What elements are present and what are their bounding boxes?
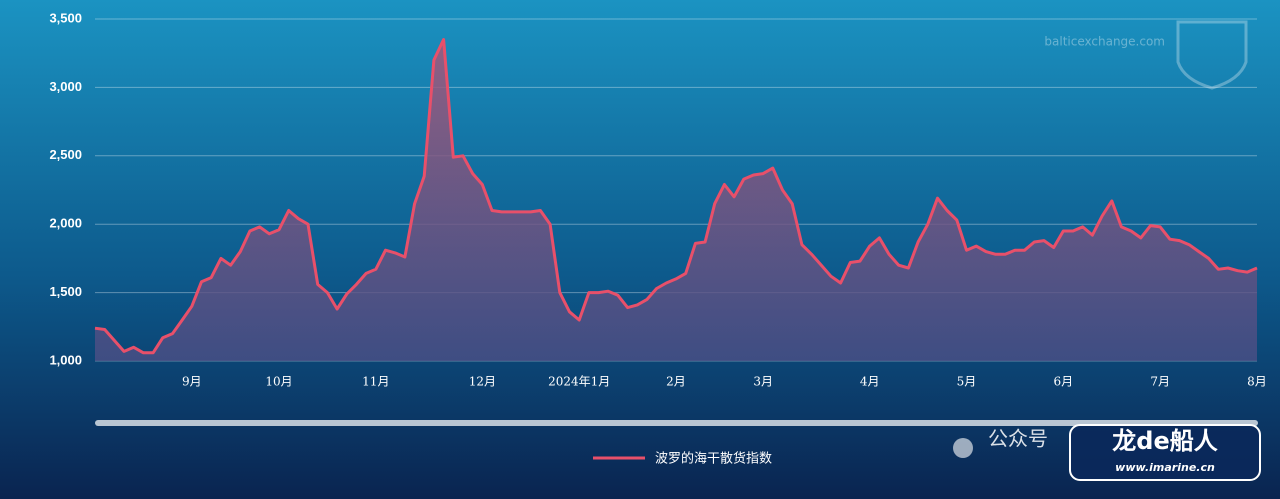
- line: [94, 38, 1258, 355]
- x-tick-label: 3月: [753, 375, 773, 389]
- wechat-label: 公众号: [988, 427, 1048, 451]
- logo: [1176, 20, 1248, 90]
- y-tick-label: 2,500: [49, 147, 82, 162]
- x-tick-label: 5月: [957, 375, 977, 389]
- y-tick-label: 2,000: [49, 216, 82, 231]
- x-tick-label: 6月: [1054, 375, 1074, 389]
- x-tick-label: 2月: [666, 375, 686, 389]
- x-tick-label: 4月: [860, 375, 880, 389]
- x-tick-label: 7月: [1150, 375, 1170, 389]
- area: [95, 39, 1257, 361]
- wechat-icon: [953, 438, 973, 458]
- x-tick-label: 8月: [1247, 375, 1267, 389]
- credit-url: www.imarine.cn: [1115, 461, 1215, 474]
- x-tick-label: 12月: [469, 375, 496, 389]
- y-tick-label: 3,000: [49, 79, 82, 94]
- x-tick-label: 10月: [265, 375, 292, 389]
- legend-label: 波罗的海干散货指数: [655, 451, 772, 467]
- y-tick-label: 1,000: [49, 352, 82, 367]
- x-tick-label: 2024年1月: [548, 375, 610, 389]
- x-tick-label: 9月: [182, 375, 202, 389]
- y-tick-label: 3,500: [49, 10, 82, 25]
- x-tick-label: 11月: [362, 375, 389, 389]
- scrollbar[interactable]: [95, 420, 1258, 426]
- plot: 1,000 1,500 2,000 2,500 3,000 3,500 9月 10月 11月 12…: [49, 10, 1266, 388]
- credit: 龙de船人: [1112, 427, 1217, 455]
- y-tick-label: 1,500: [49, 284, 82, 299]
- credit-box: [1069, 424, 1261, 481]
- watermark: balticexchange.com: [1044, 35, 1165, 49]
